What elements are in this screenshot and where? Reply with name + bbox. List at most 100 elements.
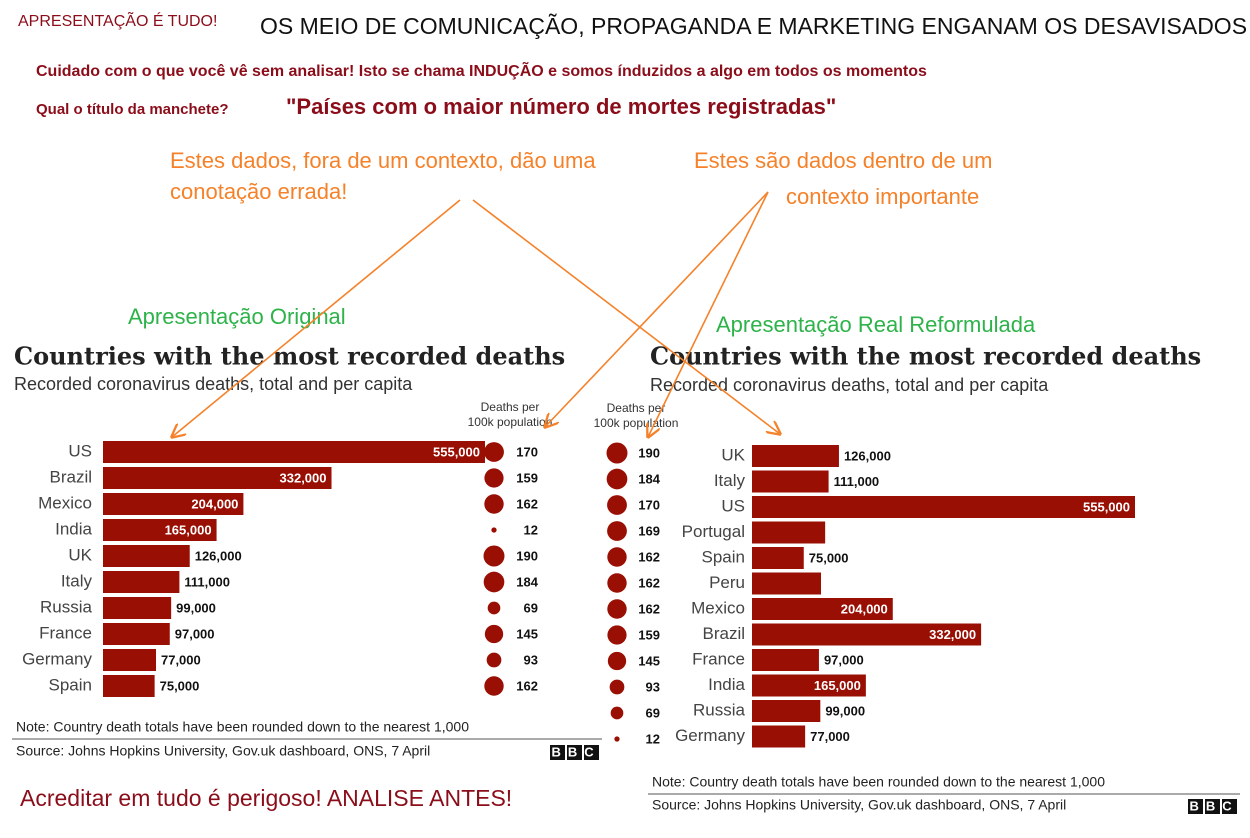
category-label: Mexico — [691, 598, 745, 617]
category-label: Brazil — [702, 624, 745, 643]
bar — [752, 445, 839, 467]
chart-title: Countries with the most recorded deaths — [650, 342, 1201, 371]
per-capita-dot — [607, 599, 627, 619]
value-label: 99,000 — [176, 600, 216, 615]
value-label: 555,000 — [1083, 499, 1130, 514]
per-capita-label: 69 — [524, 600, 538, 615]
brand-box — [1205, 799, 1220, 814]
tag: APRESENTAÇÃO É TUDO! — [18, 10, 217, 30]
category-label: US — [721, 496, 745, 515]
value-label: 99,000 — [825, 703, 865, 718]
bar — [103, 649, 156, 671]
value-label: 165,000 — [814, 678, 861, 693]
brand-box — [1188, 799, 1203, 814]
value-label: 126,000 — [195, 548, 242, 563]
bar — [752, 547, 804, 569]
bar — [752, 598, 893, 620]
per-capita-label: 69 — [646, 705, 660, 720]
value-label: 75,000 — [809, 550, 849, 565]
bar — [752, 470, 829, 493]
charts: Countries with the most recorded deaths R… — [12, 342, 1240, 814]
per-capita-dot — [483, 571, 505, 593]
bar — [752, 623, 982, 646]
value-label: 332,000 — [280, 470, 327, 485]
column-header: Deaths per 100k population — [594, 401, 679, 430]
bar — [752, 674, 866, 697]
arrow — [472, 199, 780, 434]
brand-box — [1222, 799, 1237, 814]
bar — [103, 571, 180, 593]
category-label: France — [39, 623, 92, 642]
question: Qual o título da manchete? — [36, 101, 229, 118]
brand-box — [584, 745, 599, 760]
category-label: US — [68, 441, 92, 460]
per-capita-label: 184 — [638, 471, 660, 486]
category-label: Russia — [693, 700, 746, 719]
per-capita-dot — [606, 468, 628, 490]
value-label: 111,000 — [184, 574, 230, 589]
arrow — [172, 199, 461, 437]
per-capita-dot — [607, 521, 627, 541]
per-capita-dot — [607, 625, 627, 645]
per-capita-label: 93 — [646, 679, 660, 694]
per-capita-label: 184 — [516, 574, 538, 589]
per-capita-dot — [606, 442, 628, 464]
per-capita-label: 93 — [524, 652, 538, 667]
per-capita-dot — [491, 527, 497, 533]
category-label: Portugal — [682, 522, 745, 541]
value-label: 126,000 — [844, 448, 891, 463]
category-label: Italy — [61, 571, 93, 590]
category-label: Italy — [714, 471, 746, 490]
bar — [103, 493, 244, 515]
category-label: France — [692, 649, 745, 668]
per-capita-label: 190 — [516, 548, 538, 563]
per-capita-dot — [484, 676, 504, 696]
per-capita-label: 162 — [638, 549, 660, 564]
bar — [103, 545, 190, 567]
annotation: conotação errada! — [170, 179, 347, 204]
bar — [752, 700, 821, 722]
per-capita-label: 162 — [516, 678, 538, 693]
note: Note: Country death totals have been rou… — [16, 719, 469, 735]
per-capita-label: 159 — [516, 470, 538, 485]
brand-box — [567, 745, 582, 760]
chart-title: Countries with the most recorded deaths — [14, 342, 565, 371]
value-label: 77,000 — [810, 729, 850, 744]
bar — [752, 725, 806, 748]
bar — [752, 572, 822, 595]
per-capita-dot — [607, 547, 627, 567]
per-capita-dot — [607, 495, 627, 515]
annotation: Estes dados, fora de um contexto, dão um… — [170, 148, 596, 173]
headline: "Países com o maior número de mortes reg… — [286, 94, 836, 119]
brand: BBC — [1190, 798, 1239, 813]
per-capita-label: 145 — [638, 653, 660, 668]
per-capita-label: 170 — [516, 444, 538, 459]
column-header: Deaths per 100k population — [468, 400, 553, 429]
per-capita-dot — [607, 651, 627, 671]
category-label: India — [55, 519, 92, 538]
bar — [103, 597, 172, 619]
annotation: Estes são dados dentro de um — [694, 148, 992, 173]
label-original: Apresentação Original — [128, 304, 346, 329]
per-capita-dot — [614, 736, 620, 742]
bar — [103, 519, 217, 541]
label-reformulated: Apresentação Real Reformulada — [716, 312, 1036, 337]
per-capita-label: 162 — [516, 496, 538, 511]
arrow — [648, 191, 769, 437]
chart-subtitle: Recorded coronavirus deaths, total and p… — [650, 375, 1049, 395]
category-label: Germany — [675, 726, 745, 745]
value-label: 165,000 — [165, 522, 212, 537]
per-capita-label: 162 — [638, 601, 660, 616]
per-capita-dot — [484, 468, 504, 488]
per-capita-label: 190 — [638, 445, 660, 460]
category-label: Peru — [709, 573, 745, 592]
category-label: UK — [721, 445, 745, 464]
per-capita-dot — [607, 573, 627, 593]
warning: Cuidado com o que você vê sem analisar! … — [36, 60, 927, 80]
note: Note: Country death totals have been rou… — [652, 774, 1105, 790]
brand-box — [550, 745, 565, 760]
value-label: 204,000 — [841, 601, 888, 616]
brand: BBC — [552, 744, 601, 759]
per-capita-dot — [484, 624, 504, 644]
